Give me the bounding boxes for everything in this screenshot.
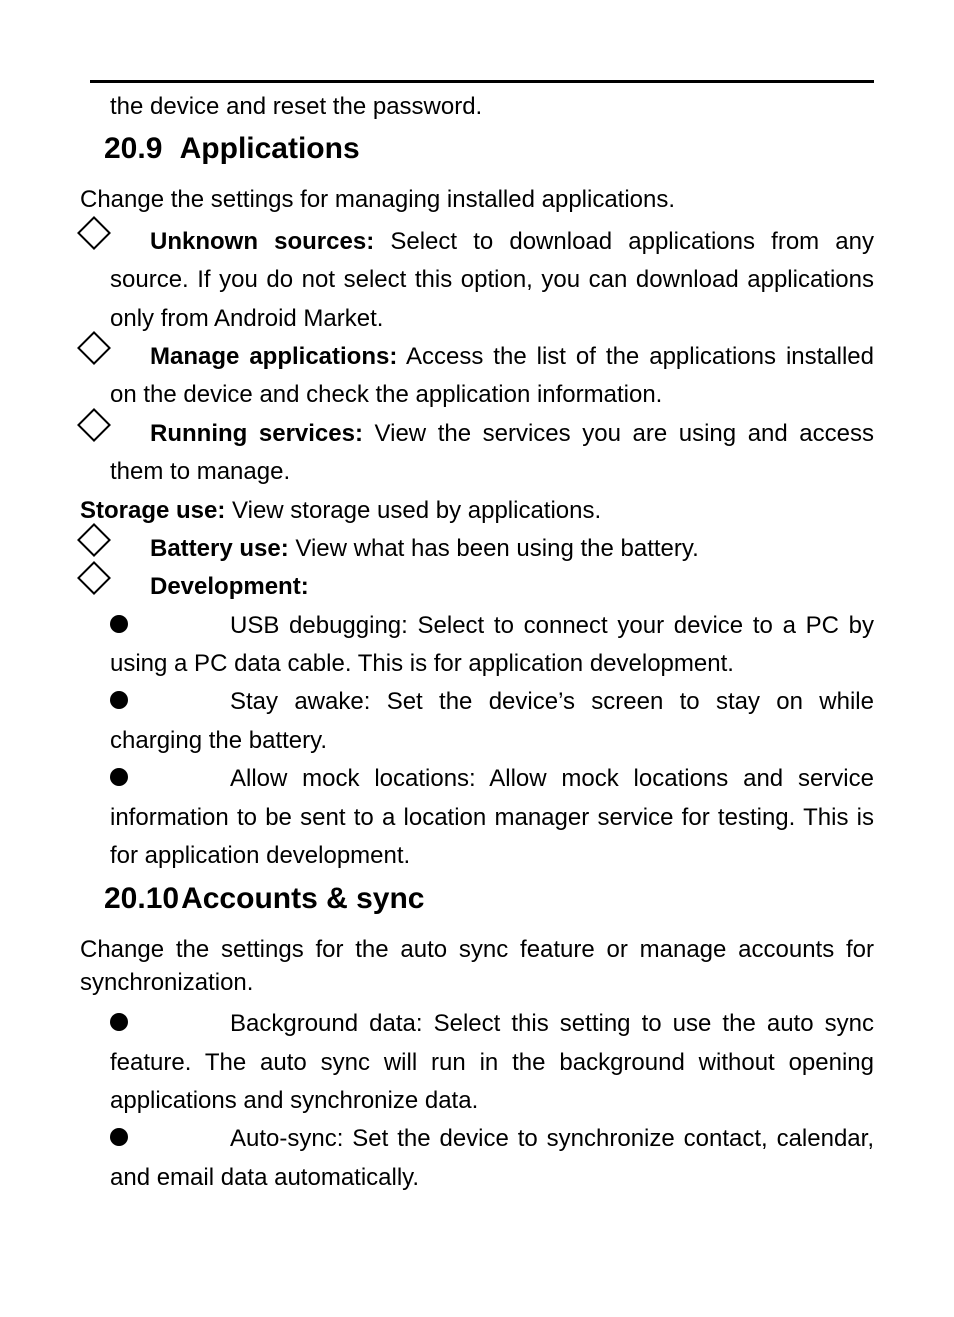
heading-20-10: 20.10Accounts & sync	[104, 879, 874, 918]
item-development: Development:	[110, 568, 874, 606]
item-battery-use: Battery use: View what has been using th…	[110, 530, 874, 568]
circle-icon	[110, 615, 128, 633]
item-running-services: Running services: View the services you …	[110, 415, 874, 492]
item-auto-sync: Auto-sync: Set the device to synchronize…	[110, 1120, 874, 1197]
item-text: View storage used by applications.	[225, 497, 601, 524]
heading-number: 20.10	[104, 882, 179, 915]
heading-title: Applications	[180, 132, 360, 165]
item-label: Manage applications:	[150, 343, 397, 370]
continuation-line: the device and reset the password.	[110, 91, 874, 123]
item-usb-debugging: USB debugging: Select to connect your de…	[110, 607, 874, 684]
item-manage-apps: Manage applications: Access the list of …	[110, 338, 874, 415]
item-text: View what has been using the battery.	[289, 535, 699, 562]
diamond-icon	[77, 331, 111, 365]
top-rule	[90, 80, 874, 83]
item-label: Development:	[150, 573, 309, 600]
item-mock-locations: Allow mock locations: Allow mock locatio…	[110, 760, 874, 875]
item-unknown-sources: Unknown sources: Select to download appl…	[110, 223, 874, 338]
item-label: Running services:	[150, 420, 363, 447]
document-page: the device and reset the password. 20.9 …	[0, 0, 954, 1277]
heading-number: 20.9	[104, 132, 162, 165]
diamond-icon	[77, 408, 111, 442]
item-label: Storage use:	[80, 497, 225, 524]
heading-20-9: 20.9 Applications	[104, 129, 874, 168]
diamond-icon	[77, 561, 111, 595]
heading-title: Accounts & sync	[181, 882, 424, 915]
item-stay-awake: Stay awake: Set the device’s screen to s…	[110, 683, 874, 760]
item-background-data: Background data: Select this setting to …	[110, 1005, 874, 1120]
item-label: Battery use:	[150, 535, 289, 562]
item-label: Unknown sources:	[150, 228, 374, 255]
item-storage-use: Storage use: View storage used by applic…	[80, 492, 874, 530]
section-intro-20-10: Change the settings for the auto sync fe…	[80, 934, 874, 999]
section-intro-20-9: Change the settings for managing install…	[80, 184, 874, 216]
diamond-icon	[77, 216, 111, 250]
